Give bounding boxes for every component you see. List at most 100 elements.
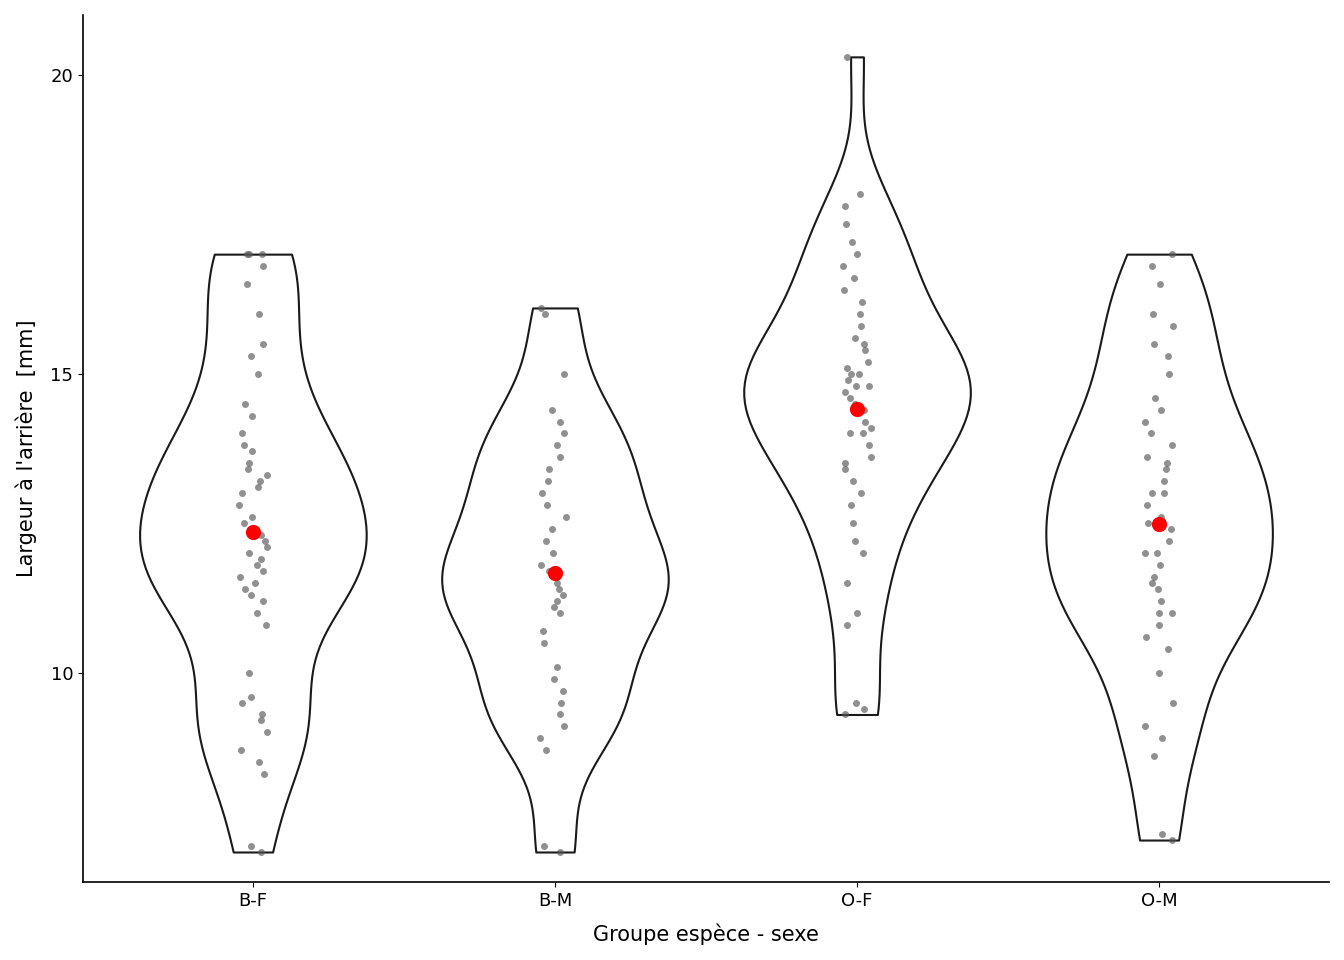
Point [239,247,261,262]
Point [1149,558,1171,573]
Point [538,473,559,489]
Point [1142,486,1164,501]
Point [257,468,278,483]
Point [1150,510,1172,525]
Point [228,497,250,513]
Point [1161,247,1183,262]
Point [1134,414,1156,429]
Point [550,449,571,465]
Point [1148,581,1169,596]
Point [231,426,253,442]
Point [847,605,868,620]
Point [536,497,558,513]
Point [233,438,254,453]
Point [847,247,868,262]
Point [843,473,864,489]
Point [851,486,872,501]
Point [1145,390,1167,405]
Point [255,617,277,633]
Point [1163,318,1184,333]
Point [251,707,273,722]
Point [546,575,567,590]
Point [532,623,554,638]
Point [851,295,872,310]
Point [1137,516,1159,531]
Point [550,707,571,722]
Point [1141,575,1163,590]
Point [228,569,250,585]
Point [542,521,563,537]
Point [542,402,563,418]
Point [845,378,867,394]
Point [238,665,259,681]
Point [546,593,567,609]
Point [543,599,564,614]
Point [247,366,269,381]
Point [1146,545,1168,561]
Point [1161,832,1183,848]
Point [233,516,254,531]
Point [1134,545,1156,561]
Point [836,217,857,232]
Point [253,564,274,579]
Point [246,605,267,620]
Point [840,497,862,513]
Point [1148,605,1169,620]
Point [253,258,274,274]
Point [538,462,559,477]
Point [254,534,276,549]
Point [852,545,874,561]
Point [1148,665,1169,681]
Point [546,569,567,585]
Point [851,318,872,333]
Point [552,426,574,442]
Point [844,271,866,286]
Point [231,486,253,501]
Point [836,49,857,64]
Point [844,330,866,346]
Point [546,659,567,674]
Point [250,527,271,542]
Point [257,725,278,740]
Point [853,402,875,418]
Point [237,462,258,477]
Point [550,844,571,859]
Point [542,545,563,561]
Point [1148,617,1169,633]
Point [1161,605,1183,620]
Point [241,838,262,853]
Point [251,593,273,609]
Point [551,695,573,710]
Point [1157,641,1179,657]
Point [241,444,262,459]
Point [1148,516,1169,532]
Point [1157,348,1179,364]
Point [1156,462,1177,477]
Point [836,360,857,375]
Point [840,366,862,381]
Point [1150,593,1172,609]
Point [534,306,555,322]
Point [530,300,551,316]
Point [832,258,853,274]
Point [835,384,856,399]
Point [230,743,251,758]
Point [1137,497,1159,513]
Point [855,414,876,429]
Point [552,683,574,698]
Point [857,354,879,370]
Point [1142,336,1164,351]
Point [242,408,263,423]
Point [249,306,270,322]
Point [1163,695,1184,710]
Point [534,838,555,853]
Point [1150,827,1172,842]
X-axis label: Groupe espèce - sexe: Groupe espèce - sexe [593,924,818,945]
Point [257,540,278,555]
Point [554,366,575,381]
Point [536,534,558,549]
Point [853,342,875,357]
Point [833,282,855,298]
Point [552,588,574,603]
Point [1137,449,1159,465]
